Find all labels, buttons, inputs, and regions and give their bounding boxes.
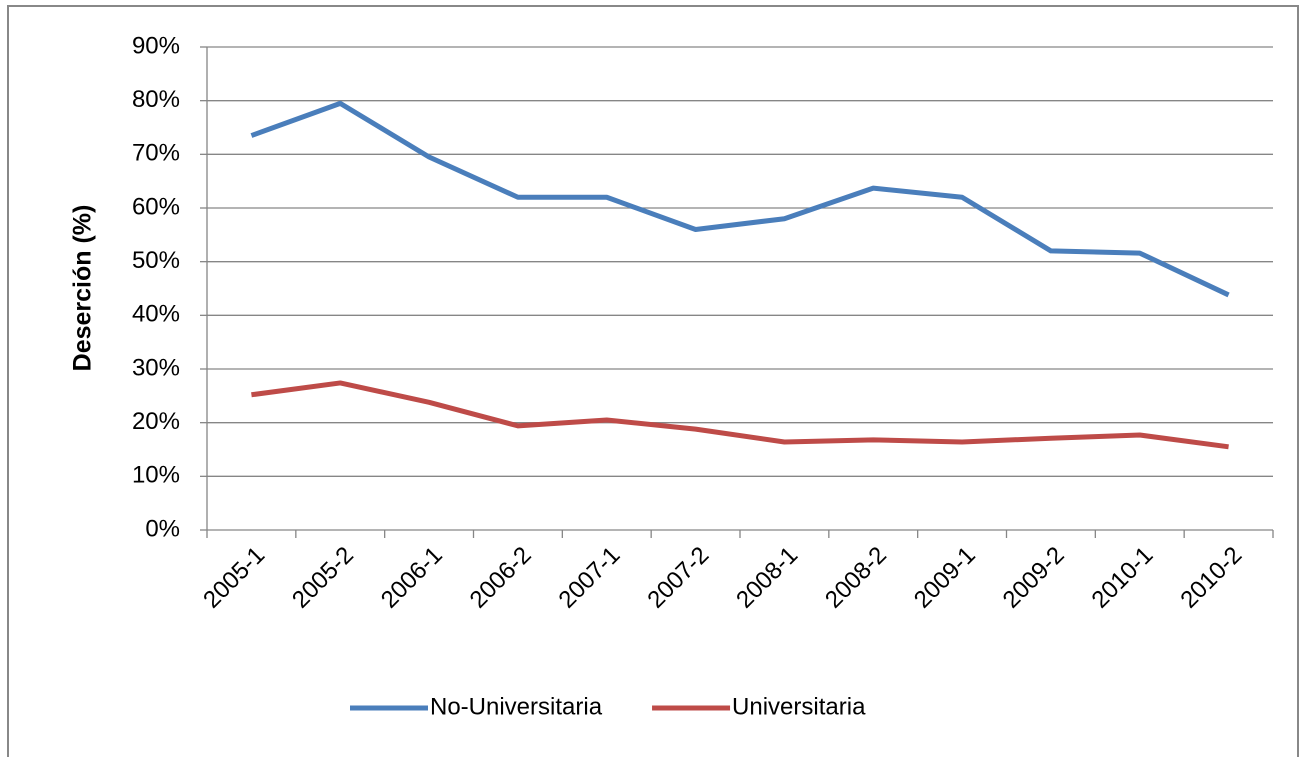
series-line bbox=[250, 100, 1230, 298]
y-tick-label: 70% bbox=[132, 140, 180, 167]
x-tick-label: 2010-1 bbox=[1087, 542, 1159, 614]
y-tick-label: 0% bbox=[145, 515, 180, 542]
y-tick-label: 10% bbox=[132, 462, 180, 489]
x-tick-label: 2007-1 bbox=[554, 542, 626, 614]
x-tick-label: 2006-1 bbox=[376, 542, 448, 614]
y-tick-label: 20% bbox=[132, 408, 180, 435]
y-tick-label: 50% bbox=[132, 247, 180, 274]
y-tick-label: 90% bbox=[132, 32, 180, 59]
y-tick-label: 60% bbox=[132, 193, 180, 220]
x-tick-label: 2007-2 bbox=[642, 542, 714, 614]
x-tick-label: 2005-2 bbox=[287, 542, 359, 614]
y-tick-label: 80% bbox=[132, 86, 180, 113]
x-tick-label: 2008-1 bbox=[731, 542, 803, 614]
x-tick-label: 2008-2 bbox=[820, 542, 892, 614]
series-line bbox=[251, 380, 1229, 450]
x-tick-label: 2006-2 bbox=[465, 542, 537, 614]
y-axis-label: Deserción (%) bbox=[69, 205, 97, 372]
chart-frame bbox=[7, 5, 1299, 757]
x-tick-label: 2005-1 bbox=[198, 542, 270, 614]
y-tick-label: 30% bbox=[132, 354, 180, 381]
y-tick-label: 40% bbox=[132, 301, 180, 328]
legend-label: No-Universitaria bbox=[430, 693, 603, 720]
x-tick-label: 2009-1 bbox=[909, 542, 981, 614]
x-tick-label: 2010-2 bbox=[1175, 542, 1247, 614]
legend-label: Universitaria bbox=[732, 693, 866, 720]
x-tick-label: 2009-2 bbox=[998, 542, 1070, 614]
